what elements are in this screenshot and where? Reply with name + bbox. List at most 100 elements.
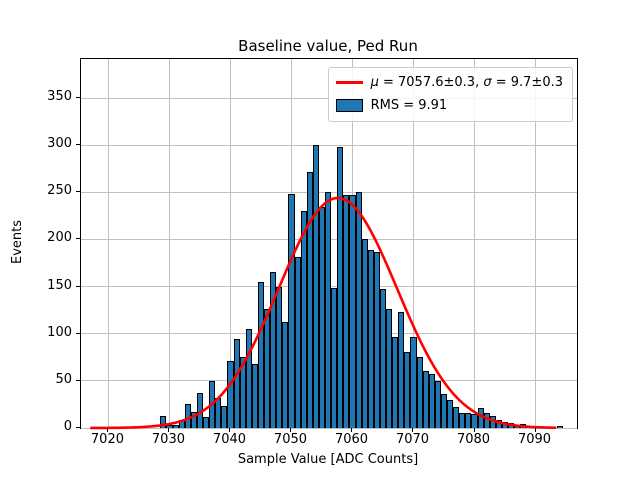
x-tick-label: 7020: [90, 432, 124, 447]
gridline-vertical: [474, 59, 475, 428]
histogram-bar: [270, 271, 277, 428]
x-tick-mark: [229, 428, 231, 432]
histogram-bar: [172, 425, 179, 428]
histogram-bar: [233, 339, 240, 428]
legend-label-rms: RMS = 9.91: [370, 98, 448, 113]
histogram-bar: [257, 281, 265, 428]
histogram-bar: [325, 192, 332, 428]
histogram-bar: [465, 412, 472, 428]
histogram-swatch: [335, 99, 363, 112]
histogram-bar: [203, 416, 210, 428]
histogram-bar: [190, 411, 197, 428]
histogram-bar: [294, 257, 301, 428]
x-tick-label: 7080: [456, 432, 491, 447]
legend-label-fit: μ = 7057.6±0.3, σ = 9.7±0.3: [370, 75, 563, 90]
histogram-bar: [428, 374, 435, 428]
histogram-bar: [471, 413, 478, 428]
histogram-bar: [160, 415, 167, 428]
histogram-bar: [373, 251, 380, 428]
x-tick-mark: [473, 428, 475, 432]
y-tick-label: 200: [47, 230, 72, 246]
x-tick-label: 7030: [151, 432, 185, 447]
histogram-bar: [379, 289, 387, 428]
y-tick-mark: [76, 144, 80, 146]
x-tick-mark: [107, 428, 109, 432]
histogram-bar: [422, 371, 429, 428]
x-tick-label: 7060: [334, 432, 369, 447]
plot-area: μ = 7057.6±0.3, σ = 9.7±0.3 RMS = 9.91: [80, 58, 578, 430]
gaussian-fit-curve: [90, 196, 557, 430]
histogram-bar: [410, 336, 417, 428]
gridline-horizontal: [81, 191, 577, 193]
histogram-bar: [337, 147, 344, 428]
legend-entry-fit: μ = 7057.6±0.3, σ = 9.7±0.3: [335, 73, 563, 92]
y-tick-label: 100: [47, 324, 72, 340]
gridline-vertical: [229, 59, 231, 428]
histogram-bar: [453, 407, 460, 428]
gridline-horizontal: [81, 144, 577, 146]
histogram-bar: [300, 211, 307, 428]
x-tick-label: 7070: [395, 432, 430, 447]
y-tick-label: 0: [63, 419, 72, 434]
histogram-bar: [251, 363, 258, 428]
y-tick-label: 50: [55, 371, 72, 387]
gridline-vertical: [107, 59, 109, 428]
histogram-bar: [355, 192, 362, 428]
x-tick-label: 7040: [212, 432, 247, 447]
histogram-bar: [440, 394, 448, 428]
y-tick-mark: [76, 285, 80, 287]
histogram-bar: [398, 312, 405, 428]
legend-line-sample: [335, 81, 363, 84]
y-tick-mark: [76, 238, 80, 240]
histogram-bar: [306, 171, 313, 428]
y-tick-label: 250: [47, 183, 72, 199]
histogram-bar: [166, 425, 173, 428]
fit-curve-path: [90, 196, 557, 430]
histogram-bar: [264, 309, 271, 428]
histogram-bar: [386, 309, 393, 428]
histogram-bar: [416, 357, 423, 428]
y-tick-mark: [76, 97, 80, 99]
histogram-bar: [312, 145, 319, 428]
y-tick-label: 350: [47, 89, 72, 105]
histogram-bar: [556, 426, 563, 428]
x-tick-mark: [168, 428, 170, 432]
x-tick-mark: [351, 428, 353, 432]
legend-entry-rms: RMS = 9.91: [335, 96, 563, 115]
x-tick-mark: [412, 428, 414, 432]
gridline-vertical: [535, 59, 536, 428]
histogram-bar: [404, 351, 411, 428]
histogram-bar: [434, 380, 441, 428]
y-tick-mark: [76, 427, 80, 428]
x-tick-label: 7050: [273, 432, 308, 447]
y-tick-label: 300: [47, 136, 72, 152]
y-tick-mark: [76, 332, 80, 334]
histogram-bar: [343, 195, 350, 428]
histogram-bar: [239, 357, 246, 428]
histogram-bar: [361, 239, 368, 428]
x-axis-label: Sample Value [ADC Counts]: [237, 452, 419, 467]
histogram-bar: [184, 404, 191, 428]
x-tick-label: 7090: [517, 432, 552, 447]
histogram-bar: [282, 322, 289, 428]
gridline-vertical: [412, 59, 414, 428]
legend-patch-sample: [335, 99, 363, 112]
histogram-bar: [227, 361, 234, 428]
gridline-horizontal: [81, 427, 577, 429]
histogram-bar: [392, 336, 399, 428]
histogram-bar: [367, 249, 374, 428]
y-tick-mark: [76, 379, 80, 381]
x-tick-mark: [290, 428, 292, 432]
histogram-bar: [447, 399, 454, 428]
histogram-bar: [349, 195, 356, 428]
histogram-bar: [331, 287, 338, 428]
chart-title: Baseline value, Ped Run: [238, 37, 418, 55]
fit-line-swatch: [335, 81, 363, 84]
y-tick-mark: [76, 191, 80, 193]
histogram-bar: [288, 194, 295, 428]
histogram-bar: [459, 412, 466, 428]
gridline-vertical: [168, 59, 170, 428]
y-tick-label: 150: [47, 277, 72, 293]
histogram-bar: [245, 329, 252, 428]
